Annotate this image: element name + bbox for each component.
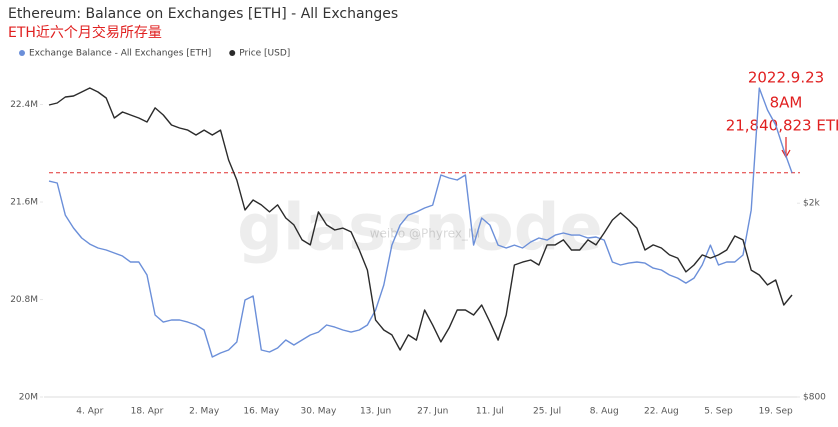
y2-tick-label: $2k [803, 199, 820, 209]
annotation: 21,840,823 ETH [726, 117, 838, 135]
x-tick-label: 30. May [301, 407, 337, 417]
y2-tick-label: $800 [803, 393, 826, 403]
legend-label: Exchange Balance - All Exchanges [ETH] [29, 49, 211, 59]
x-tick-label: 27. Jun [417, 407, 448, 417]
x-tick-label: 19. Sep [759, 407, 793, 417]
legend-label: Price [USD] [239, 49, 290, 59]
x-tick-label: 5. Sep [704, 407, 733, 417]
series-line [48, 87, 793, 358]
annotation: 2022.9.23 [748, 69, 824, 87]
x-tick-label: 22. Aug [644, 407, 679, 417]
y-tick-label: 20.8M [10, 295, 38, 305]
legend-swatch [19, 50, 25, 56]
watermark: glassnode [237, 192, 603, 266]
x-tick-label: 16. May [243, 407, 279, 417]
series-line [48, 87, 793, 351]
y-tick-label: 22.4M [10, 100, 38, 110]
x-tick-label: 25. Jul [533, 407, 561, 417]
x-tick-label: 8. Aug [590, 407, 619, 417]
x-tick-label: 2. May [189, 407, 220, 417]
x-tick-label: 18. Apr [131, 407, 164, 417]
annotation: 8AM [770, 94, 803, 112]
x-tick-label: 4. Apr [76, 407, 103, 417]
x-tick-label: 11. Jul [476, 407, 504, 417]
chart-title: Ethereum: Balance on Exchanges [ETH] - A… [8, 6, 398, 22]
credit: weibo @Phyrex_Ni [370, 227, 481, 241]
chart-subtitle: ETH近六个月交易所存量 [8, 24, 162, 41]
y-tick-label: 20M [19, 393, 38, 403]
x-tick-label: 13. Jun [360, 407, 391, 417]
legend-swatch [229, 50, 236, 56]
y-tick-label: 21.6M [10, 198, 38, 208]
